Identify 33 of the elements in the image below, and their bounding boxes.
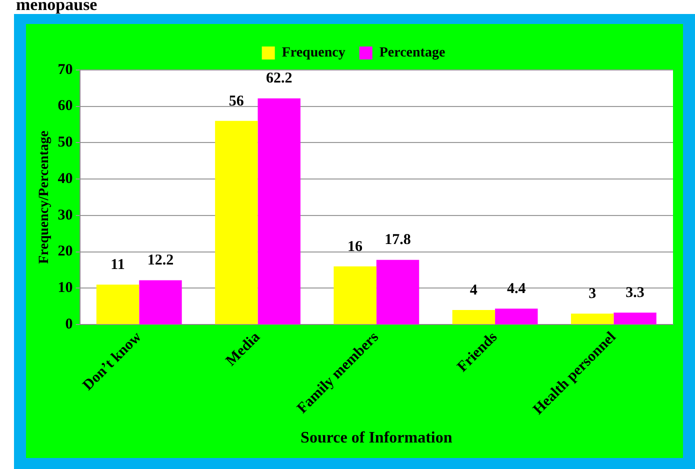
bar xyxy=(614,312,656,324)
data-label: 56 xyxy=(228,93,244,110)
bar xyxy=(452,310,496,324)
data-label: 4.4 xyxy=(507,280,526,297)
y-tick-label: 50 xyxy=(58,134,73,151)
x-axis-title: Source of Information xyxy=(300,430,452,447)
y-tick-label: 0 xyxy=(65,316,73,332)
y-axis-title: Frequency/Percentage xyxy=(37,130,52,264)
y-tick-label: 40 xyxy=(58,170,73,187)
bar xyxy=(96,284,140,324)
bar xyxy=(376,260,420,324)
data-label: 16 xyxy=(348,238,364,255)
data-label: 62.2 xyxy=(266,70,292,87)
y-tick-label: 20 xyxy=(58,244,73,260)
legend-label: Frequency xyxy=(282,46,346,61)
data-label: 12.2 xyxy=(147,252,174,269)
y-tick-label: 60 xyxy=(58,98,73,114)
bar xyxy=(215,120,258,324)
y-tick-label: 30 xyxy=(58,207,73,224)
data-label: 3.3 xyxy=(626,284,644,301)
bar xyxy=(258,98,300,324)
bar xyxy=(139,280,182,324)
chart-title: menopause xyxy=(16,0,98,14)
y-tick-label: 70 xyxy=(58,62,73,78)
data-label: 3 xyxy=(588,286,596,302)
bar xyxy=(334,266,376,324)
data-label: 11 xyxy=(110,256,125,273)
legend-label: Percentage xyxy=(379,46,446,61)
bar xyxy=(570,314,614,324)
bar xyxy=(495,308,538,324)
data-label: 4 xyxy=(470,282,478,298)
data-label: 17.8 xyxy=(384,232,411,248)
y-tick-label: 10 xyxy=(58,280,73,296)
